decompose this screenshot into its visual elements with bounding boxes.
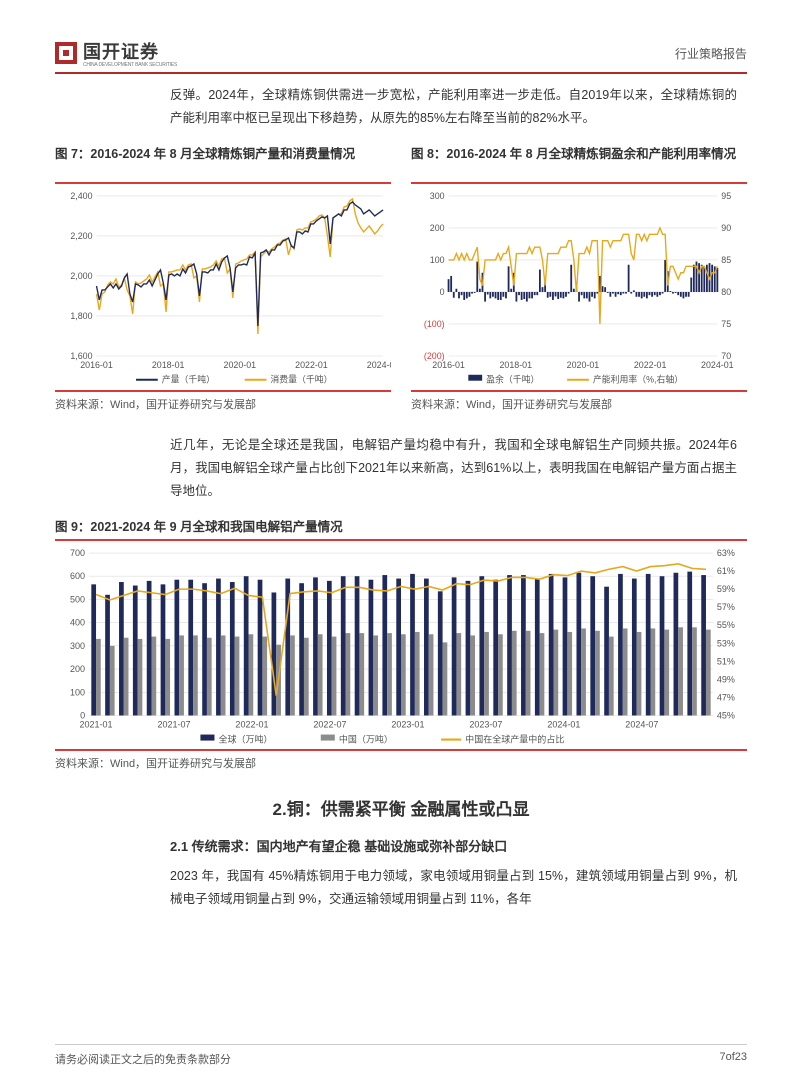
- paragraph-2: 近几年，无论是全球还是我国，电解铝产量均稳中有升，我国和全球电解铝生产同频共振。…: [170, 434, 737, 503]
- chart-8-svg: (200)(100)01002003007075808590952016-012…: [411, 188, 747, 386]
- svg-text:55%: 55%: [717, 620, 735, 630]
- svg-text:63%: 63%: [717, 548, 735, 558]
- chart-7-source: 资料来源：Wind，国开证券研究与发展部: [55, 390, 391, 412]
- logo-subtext: CHINA DEVELOPMENT BANK SECURITIES: [83, 62, 177, 68]
- svg-text:2020-01: 2020-01: [567, 360, 600, 370]
- svg-text:80: 80: [721, 287, 731, 297]
- svg-text:2023-01: 2023-01: [391, 719, 424, 729]
- logo: 国开证券 CHINA DEVELOPMENT BANK SECURITIES: [55, 38, 177, 68]
- svg-text:500: 500: [70, 594, 85, 604]
- svg-text:2021-07: 2021-07: [157, 719, 190, 729]
- svg-text:2,200: 2,200: [70, 231, 92, 241]
- svg-text:57%: 57%: [717, 602, 735, 612]
- svg-text:(100): (100): [424, 319, 445, 329]
- divider: [55, 539, 747, 541]
- svg-text:2020-01: 2020-01: [224, 360, 257, 370]
- svg-text:2024-01: 2024-01: [701, 360, 734, 370]
- chart-7-svg: 1,6001,8002,0002,2002,4002016-012018-012…: [55, 188, 391, 386]
- svg-text:300: 300: [430, 191, 445, 201]
- doc-type: 行业策略报告: [675, 45, 747, 62]
- svg-text:90: 90: [721, 223, 731, 233]
- svg-text:59%: 59%: [717, 584, 735, 594]
- chart-7-title: 图 7：2016-2024 年 8 月全球精炼铜产量和消费量情况: [55, 146, 391, 180]
- chart-7-container: 图 7：2016-2024 年 8 月全球精炼铜产量和消费量情况 1,6001,…: [55, 146, 391, 412]
- svg-text:2018-01: 2018-01: [499, 360, 532, 370]
- svg-text:2022-01: 2022-01: [235, 719, 268, 729]
- svg-text:300: 300: [70, 641, 85, 651]
- footer-page-number: 7of23: [719, 1051, 747, 1067]
- svg-text:53%: 53%: [717, 638, 735, 648]
- svg-text:2024-01: 2024-01: [367, 360, 391, 370]
- svg-text:2024-07: 2024-07: [625, 719, 658, 729]
- svg-text:100: 100: [70, 687, 85, 697]
- svg-text:400: 400: [70, 617, 85, 627]
- chart-8-source: 资料来源：Wind，国开证券研究与发展部: [411, 390, 747, 412]
- charts-row-7-8: 图 7：2016-2024 年 8 月全球精炼铜产量和消费量情况 1,6001,…: [55, 146, 747, 412]
- svg-text:49%: 49%: [717, 674, 735, 684]
- svg-text:全球（万吨）: 全球（万吨）: [218, 733, 272, 744]
- page-footer: 请务必阅读正文之后的免责条款部分 7of23: [55, 1044, 747, 1067]
- svg-text:产能利用率（%,右轴）: 产能利用率（%,右轴）: [593, 374, 683, 385]
- section-heading-2-1: 2.1 传统需求：国内地产有望企稳 基础设施或弥补部分缺口: [170, 836, 747, 855]
- svg-text:产量（千吨）: 产量（千吨）: [162, 374, 215, 385]
- svg-text:75: 75: [721, 319, 731, 329]
- chart-8-title: 图 8：2016-2024 年 8 月全球精炼铜盈余和产能利用率情况: [411, 146, 747, 180]
- svg-text:95: 95: [721, 191, 731, 201]
- svg-text:中国在全球产量中的占比: 中国在全球产量中的占比: [465, 733, 564, 744]
- chart-9-container: 图 9：2021-2024 年 9 月全球和我国电解铝产量情况 01002003…: [55, 519, 747, 771]
- svg-text:2023-07: 2023-07: [469, 719, 502, 729]
- svg-text:200: 200: [70, 664, 85, 674]
- svg-text:2016-01: 2016-01: [432, 360, 465, 370]
- svg-text:2016-01: 2016-01: [80, 360, 113, 370]
- paragraph-3: 2023 年，我国有 45%精炼铜用于电力领域，家电领域用铜量占到 15%，建筑…: [170, 865, 737, 911]
- svg-text:中国（万吨）: 中国（万吨）: [339, 733, 393, 744]
- logo-icon: [55, 42, 77, 64]
- divider: [411, 182, 747, 184]
- footer-disclaimer: 请务必阅读正文之后的免责条款部分: [55, 1051, 231, 1067]
- svg-text:2022-07: 2022-07: [313, 719, 346, 729]
- paragraph-1: 反弹。2024年，全球精炼铜供需进一步宽松，产能利用率进一步走低。自2019年以…: [170, 84, 737, 130]
- chart-8-container: 图 8：2016-2024 年 8 月全球精炼铜盈余和产能利用率情况 (200)…: [411, 146, 747, 412]
- divider: [55, 182, 391, 184]
- svg-text:2,400: 2,400: [70, 191, 92, 201]
- svg-text:47%: 47%: [717, 692, 735, 702]
- svg-text:2022-01: 2022-01: [295, 360, 328, 370]
- svg-text:2018-01: 2018-01: [152, 360, 185, 370]
- page-header: 国开证券 CHINA DEVELOPMENT BANK SECURITIES 行…: [55, 38, 747, 74]
- svg-text:45%: 45%: [717, 710, 735, 720]
- svg-text:2022-01: 2022-01: [634, 360, 667, 370]
- svg-text:200: 200: [430, 223, 445, 233]
- svg-text:2024-01: 2024-01: [547, 719, 580, 729]
- svg-text:51%: 51%: [717, 656, 735, 666]
- svg-text:0: 0: [440, 287, 445, 297]
- svg-text:1,800: 1,800: [70, 311, 92, 321]
- chart-9-title: 图 9：2021-2024 年 9 月全球和我国电解铝产量情况: [55, 519, 747, 537]
- svg-text:85: 85: [721, 255, 731, 265]
- chart-9-source: 资料来源：Wind，国开证券研究与发展部: [55, 749, 747, 771]
- svg-text:700: 700: [70, 548, 85, 558]
- svg-text:2,000: 2,000: [70, 271, 92, 281]
- svg-text:消费量（千吨）: 消费量（千吨）: [270, 374, 332, 385]
- chart-9-svg: 010020030040050060070045%47%49%51%53%55%…: [55, 545, 747, 746]
- logo-text: 国开证券: [83, 38, 177, 64]
- svg-text:61%: 61%: [717, 566, 735, 576]
- section-heading-2: 2.铜：供需紧平衡 金融属性或凸显: [55, 795, 747, 820]
- svg-text:600: 600: [70, 571, 85, 581]
- svg-text:100: 100: [430, 255, 445, 265]
- svg-text:盈余（千吨）: 盈余（千吨）: [486, 374, 539, 385]
- svg-text:2021-01: 2021-01: [79, 719, 112, 729]
